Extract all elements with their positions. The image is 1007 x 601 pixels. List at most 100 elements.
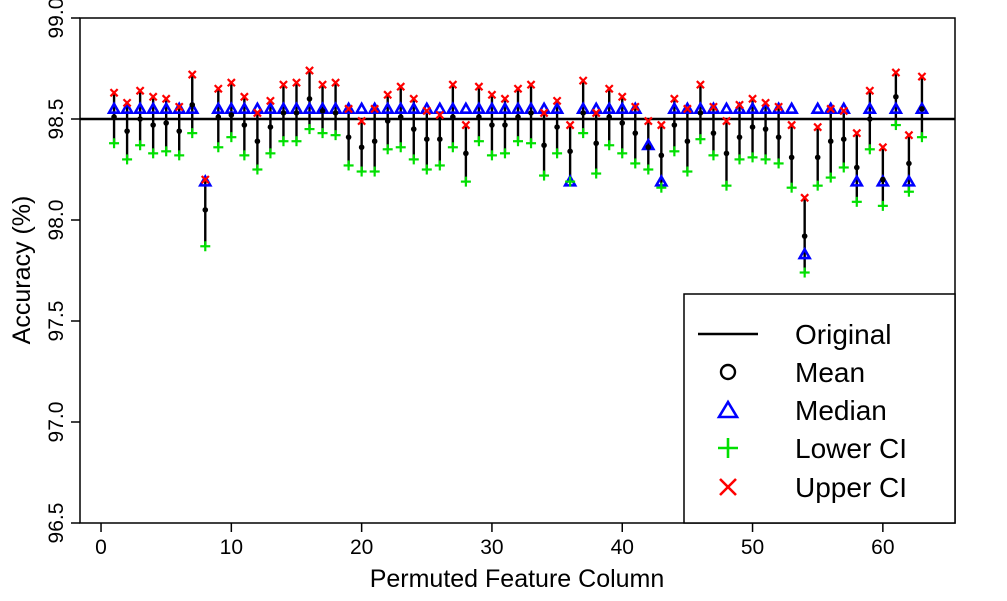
lower-ci-point bbox=[721, 180, 732, 191]
legend-label: Mean bbox=[795, 357, 865, 388]
upper-ci-point-b bbox=[331, 78, 340, 88]
y-tick-label: 98.5 bbox=[45, 99, 68, 140]
mean-point bbox=[423, 136, 430, 142]
mean-point bbox=[384, 118, 391, 124]
upper-ci-point-b bbox=[253, 108, 262, 118]
mean-point bbox=[450, 114, 456, 120]
lower-ci-point bbox=[473, 136, 484, 147]
lower-ci-point bbox=[291, 136, 302, 147]
upper-ci-point-b bbox=[122, 98, 132, 108]
upper-ci-point-b bbox=[748, 94, 757, 104]
mean-point bbox=[906, 160, 912, 167]
mean-point bbox=[332, 110, 339, 116]
lower-ci-point bbox=[877, 200, 888, 211]
upper-ci-point bbox=[604, 84, 614, 94]
mean-point bbox=[853, 164, 860, 171]
upper-ci-point bbox=[696, 80, 705, 90]
lower-ci-point bbox=[499, 148, 510, 159]
upper-ci-point bbox=[748, 94, 757, 104]
lower-ci-point bbox=[708, 150, 719, 161]
mean-point bbox=[254, 138, 261, 145]
mean-point bbox=[176, 128, 183, 134]
upper-ci-point bbox=[578, 76, 588, 85]
median-point bbox=[745, 101, 760, 114]
upper-ci-point bbox=[344, 104, 353, 114]
lower-ci-point bbox=[539, 170, 550, 181]
mean-point bbox=[801, 233, 808, 239]
upper-ci-point-b bbox=[370, 104, 380, 114]
median-point bbox=[484, 101, 500, 114]
upper-ci-point bbox=[109, 88, 119, 98]
mean-point bbox=[489, 122, 495, 128]
mean-point bbox=[215, 114, 222, 120]
legend-label: Upper CI bbox=[795, 472, 907, 503]
upper-ci-point-b bbox=[279, 80, 288, 90]
upper-ci-point-b bbox=[239, 92, 249, 102]
median-point bbox=[302, 101, 317, 114]
upper-ci-point-b bbox=[409, 94, 419, 104]
upper-ci-point bbox=[878, 142, 888, 152]
upper-ci-point-b bbox=[656, 120, 666, 130]
lower-ci-point bbox=[786, 182, 797, 193]
upper-ci-point bbox=[187, 70, 197, 79]
upper-ci-point bbox=[591, 108, 601, 118]
lower-ci-point bbox=[851, 196, 862, 207]
mean-point bbox=[775, 134, 782, 140]
upper-ci-point-b bbox=[513, 84, 523, 94]
upper-ci-point bbox=[917, 72, 927, 81]
upper-ci-point bbox=[669, 94, 679, 104]
mean-point bbox=[528, 110, 534, 116]
lower-ci-point bbox=[864, 144, 875, 155]
mean-point bbox=[515, 114, 521, 120]
upper-ci-point-b bbox=[474, 82, 484, 92]
upper-ci-point bbox=[253, 108, 262, 118]
upper-ci-point bbox=[461, 120, 471, 130]
upper-ci-point bbox=[800, 193, 810, 203]
mean-point bbox=[697, 110, 704, 116]
upper-ci-point bbox=[122, 98, 132, 108]
median-point bbox=[680, 101, 695, 114]
mean-point bbox=[658, 152, 665, 159]
median-point bbox=[810, 101, 825, 114]
upper-ci-point bbox=[787, 120, 797, 130]
lower-ci-point bbox=[630, 158, 641, 169]
upper-ci-point-b bbox=[292, 78, 301, 88]
mean-point bbox=[710, 130, 717, 136]
upper-ci-point bbox=[761, 98, 770, 108]
x-tick-label: 20 bbox=[350, 536, 373, 559]
upper-ci-point bbox=[891, 68, 901, 77]
y-axis: 96.5 97.0 97.5 98.0 98.5 99.0 bbox=[45, 0, 80, 543]
mean-point bbox=[919, 106, 925, 112]
mean-point bbox=[762, 126, 769, 132]
upper-ci-point-b bbox=[500, 94, 510, 104]
lower-ci-point bbox=[278, 136, 289, 147]
y-tick-label: 99.0 bbox=[45, 0, 68, 38]
upper-ci-point bbox=[409, 94, 419, 104]
legend-triangle-symbol bbox=[716, 399, 740, 419]
upper-ci-point-b bbox=[148, 92, 158, 102]
lower-ci-point bbox=[239, 150, 250, 161]
upper-ci-point-b bbox=[630, 102, 640, 112]
mean-point bbox=[437, 136, 443, 142]
mean-point bbox=[345, 134, 352, 140]
lower-ci-point bbox=[161, 146, 172, 157]
lower-ci-point bbox=[317, 128, 328, 139]
mean-point bbox=[137, 116, 143, 122]
upper-ci-point bbox=[422, 106, 432, 116]
upper-ci-point-b bbox=[696, 80, 705, 90]
mean-point bbox=[749, 124, 756, 130]
y-tick-label: 97.0 bbox=[45, 402, 68, 443]
x-axis: 0 10 20 30 40 50 60 bbox=[95, 523, 895, 559]
median-point bbox=[367, 101, 382, 114]
median-point bbox=[354, 101, 369, 114]
median-point bbox=[875, 173, 891, 187]
lower-ci-point bbox=[812, 180, 823, 191]
upper-ci-point-b bbox=[852, 128, 862, 138]
upper-ci-point bbox=[643, 116, 653, 126]
upper-ci-point bbox=[722, 116, 731, 126]
mean-point bbox=[358, 144, 365, 151]
upper-ci-point bbox=[813, 122, 823, 132]
upper-ci-point bbox=[565, 120, 575, 130]
lower-ci-point bbox=[695, 134, 706, 145]
